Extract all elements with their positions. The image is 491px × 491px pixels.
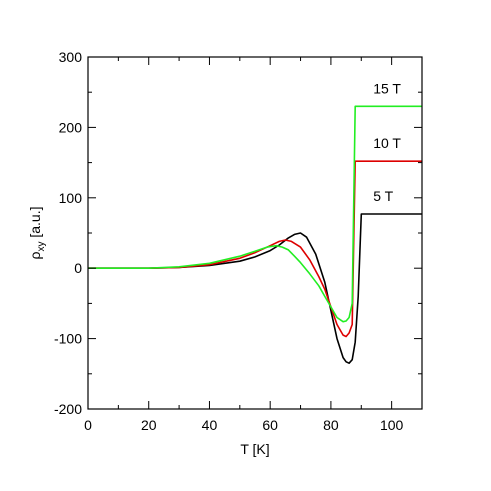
- y-tick-label: 300: [59, 49, 83, 65]
- y-tick-label: 200: [59, 119, 83, 135]
- y-tick-label: 0: [74, 260, 82, 276]
- x-tick-label: 0: [84, 417, 92, 433]
- y-axis-title-subscript: xy: [36, 242, 47, 252]
- x-tick-label: 100: [380, 417, 404, 433]
- y-tick-label: -200: [54, 401, 82, 417]
- series-line-0: [88, 213, 422, 364]
- series-label-1: 10 T: [373, 135, 401, 151]
- plot-frame: [87, 56, 423, 410]
- ticks-layer: 0 20 40 60 80 100 -200 -100 0 100 200 300: [54, 49, 422, 433]
- x-tick-label: 40: [202, 417, 218, 433]
- y-axis-title-unit: [a.u.]: [27, 207, 43, 242]
- y-tick-label: 100: [59, 190, 83, 206]
- x-tick-label: 60: [262, 417, 278, 433]
- series-line-1: [88, 160, 422, 338]
- x-tick-label: 80: [323, 417, 339, 433]
- series-label-2: 15 T: [373, 80, 401, 96]
- y-tick-label: -100: [54, 331, 82, 347]
- series-line-2: [88, 105, 422, 323]
- x-tick-label: 20: [141, 417, 157, 433]
- y-axis-title: ρxy [a.u.]: [27, 207, 47, 260]
- series-layer: 5 T 10 T 15 T: [88, 80, 422, 364]
- x-axis-title: T [K]: [240, 441, 269, 457]
- series-label-0: 5 T: [373, 188, 393, 204]
- y-axis-title-symbol: ρ: [27, 252, 43, 260]
